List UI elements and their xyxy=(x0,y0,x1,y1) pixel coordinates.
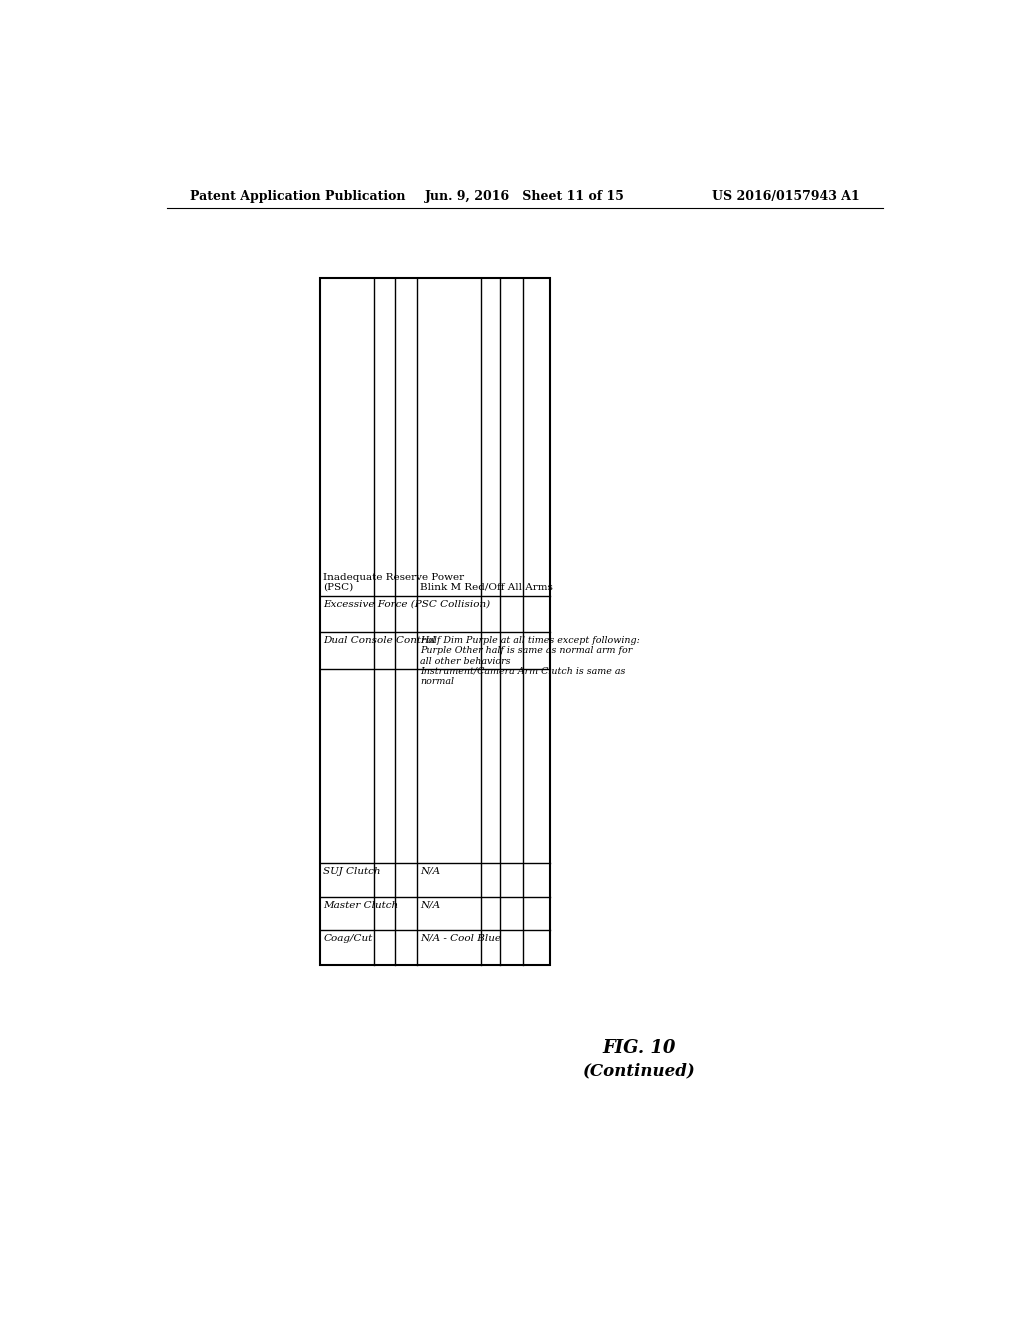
Text: Blink M Red/Off All Arms: Blink M Red/Off All Arms xyxy=(420,583,553,591)
Text: N/A: N/A xyxy=(420,867,440,875)
Text: Jun. 9, 2016   Sheet 11 of 15: Jun. 9, 2016 Sheet 11 of 15 xyxy=(425,190,625,203)
Text: Excessive Force (PSC Collision): Excessive Force (PSC Collision) xyxy=(324,599,490,609)
Text: Inadequate Reserve Power
(PSC): Inadequate Reserve Power (PSC) xyxy=(324,573,465,591)
Text: Half Dim Purple at all times except following:
Purple Other half is same as norm: Half Dim Purple at all times except foll… xyxy=(420,636,640,686)
Text: US 2016/0157943 A1: US 2016/0157943 A1 xyxy=(712,190,859,203)
Text: Master Clutch: Master Clutch xyxy=(324,900,398,909)
Text: Dual Console Control: Dual Console Control xyxy=(324,636,436,644)
Text: SUJ Clutch: SUJ Clutch xyxy=(324,867,381,875)
Text: Patent Application Publication: Patent Application Publication xyxy=(190,190,406,203)
Bar xyxy=(321,277,550,965)
Text: N/A: N/A xyxy=(420,900,440,909)
Text: (Continued): (Continued) xyxy=(583,1063,696,1080)
Text: N/A - Cool Blue: N/A - Cool Blue xyxy=(420,933,501,942)
Text: FIG. 10: FIG. 10 xyxy=(603,1039,676,1057)
Text: Coag/Cut: Coag/Cut xyxy=(324,933,373,942)
